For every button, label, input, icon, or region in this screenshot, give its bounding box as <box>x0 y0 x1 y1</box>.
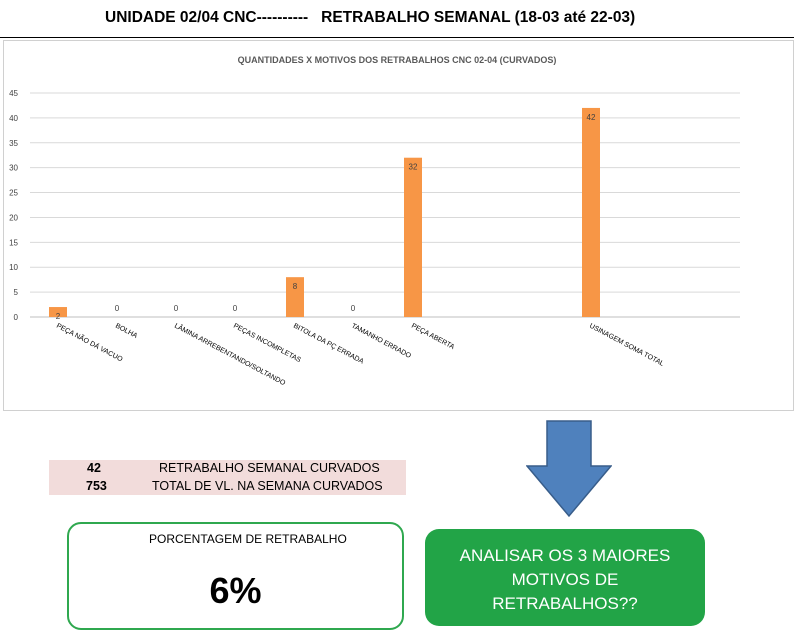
y-tick-label: 5 <box>14 288 19 297</box>
percentage-value: 6% <box>209 570 262 611</box>
callout-text: ANALISAR OS 3 MAIORES MOTIVOS DE RETRABA… <box>445 544 685 616</box>
summary-row: 42 RETRABALHO SEMANAL CURVADOS <box>49 461 406 477</box>
data-label: 42 <box>587 113 596 122</box>
callout-line: MOTIVOS DE <box>511 570 619 589</box>
y-tick-label: 40 <box>9 114 18 123</box>
y-tick-label: 45 <box>9 89 18 98</box>
summary-number: 42 <box>87 461 101 475</box>
x-tick-label: BOLHA <box>114 323 139 340</box>
data-label: 0 <box>233 304 238 313</box>
x-tick-label: LÂMINA ARREBENTANDO/SOLTANDO <box>173 321 288 388</box>
y-tick-label: 0 <box>14 313 19 322</box>
analysis-callout: ANALISAR OS 3 MAIORES MOTIVOS DE RETRABA… <box>425 529 705 626</box>
data-label: 2 <box>56 312 61 321</box>
data-label: 0 <box>115 304 120 313</box>
summary-table: 42 RETRABALHO SEMANAL CURVADOS 753 TOTAL… <box>49 460 406 495</box>
percentage-box: PORCENTAGEM DE RETRABALHO 6% <box>67 522 404 630</box>
bar <box>404 157 422 317</box>
summary-text: TOTAL DE VL. NA SEMANA CURVADOS <box>152 479 383 493</box>
y-tick-label: 25 <box>9 189 18 198</box>
y-tick-label: 35 <box>9 139 18 148</box>
y-tick-label: 10 <box>9 263 18 272</box>
x-tick-label: USINAGEM SOMA TOTAL <box>588 323 665 368</box>
bar <box>49 307 67 317</box>
down-arrow-icon <box>526 420 612 518</box>
x-tick-label: PEÇA ABERTA <box>410 323 456 352</box>
data-label: 32 <box>409 163 418 172</box>
summary-number: 753 <box>86 479 107 493</box>
chart-area <box>3 40 794 411</box>
summary-row: 753 TOTAL DE VL. NA SEMANA CURVADOS <box>49 479 406 495</box>
bar <box>286 277 304 317</box>
summary-text: RETRABALHO SEMANAL CURVADOS <box>159 461 380 475</box>
percentage-label: PORCENTAGEM DE RETRABALHO <box>149 532 347 546</box>
data-label: 0 <box>174 304 179 313</box>
y-tick-label: 15 <box>9 238 18 247</box>
bar <box>582 107 600 317</box>
x-tick-label: TAMANHO ERRADO <box>350 323 412 361</box>
page-title: UNIDADE 02/04 CNC---------- RETRABALHO S… <box>105 9 636 26</box>
callout-line: RETRABALHOS?? <box>492 594 638 613</box>
data-label: 0 <box>351 304 356 313</box>
y-tick-label: 30 <box>9 164 18 173</box>
page-header: UNIDADE 02/04 CNC---------- RETRABALHO S… <box>0 0 794 38</box>
y-tick-label: 20 <box>9 213 18 222</box>
callout-line: ANALISAR OS 3 MAIORES <box>459 546 671 565</box>
data-label: 8 <box>293 282 298 291</box>
chart-title: QUANTIDADES X MOTIVOS DOS RETRABALHOS CN… <box>237 55 557 65</box>
